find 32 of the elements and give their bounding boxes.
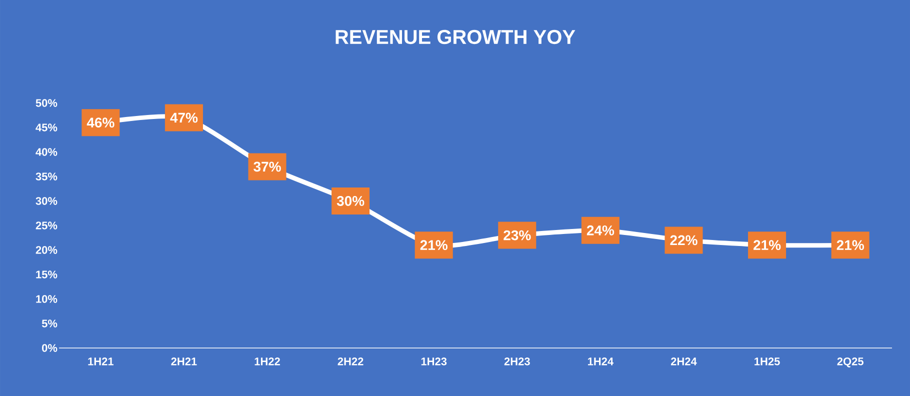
text: 47%: [170, 112, 198, 123]
y-tick-label: 25%: [36, 222, 58, 230]
y-tick-label: 5%: [42, 320, 58, 328]
x-tick-label: 1H23: [421, 358, 447, 366]
y-tick-label: 15%: [36, 270, 58, 278]
y-tick-label: 50%: [36, 99, 58, 107]
x-tick-label: 2H24: [670, 358, 697, 366]
text: 21%: [754, 240, 781, 250]
y-tick-label: 0%: [42, 344, 58, 352]
text: 46%: [86, 118, 114, 128]
y-tick-label: 45%: [36, 124, 58, 132]
y-tick-label: 35%: [36, 172, 58, 180]
text: 21%: [420, 240, 448, 250]
y-tick-label: 20%: [36, 246, 58, 254]
y-tick-label: 30%: [36, 197, 58, 205]
text: 37%: [254, 162, 281, 172]
x-tick-label: 1H24: [588, 358, 614, 366]
text: 24%: [586, 225, 614, 236]
text: 30%: [336, 196, 364, 206]
text: 21%: [836, 240, 864, 250]
x-tick-label: 1H22: [254, 358, 280, 366]
x-tick-label: 2Q25: [837, 358, 864, 368]
x-tick-label: 1H25: [754, 358, 780, 366]
x-tick-label: 2H21: [171, 358, 197, 366]
text: 22%: [670, 235, 698, 246]
x-tick-label: 1H21: [88, 358, 114, 366]
x-tick-label: 2H23: [504, 358, 530, 366]
text: 23%: [504, 230, 531, 240]
y-tick-label: 40%: [36, 148, 58, 156]
x-tick-label: 2H22: [338, 358, 364, 366]
chart-title: REVENUE GROWTH YOY: [336, 30, 576, 44]
y-tick-label: 10%: [36, 295, 58, 303]
